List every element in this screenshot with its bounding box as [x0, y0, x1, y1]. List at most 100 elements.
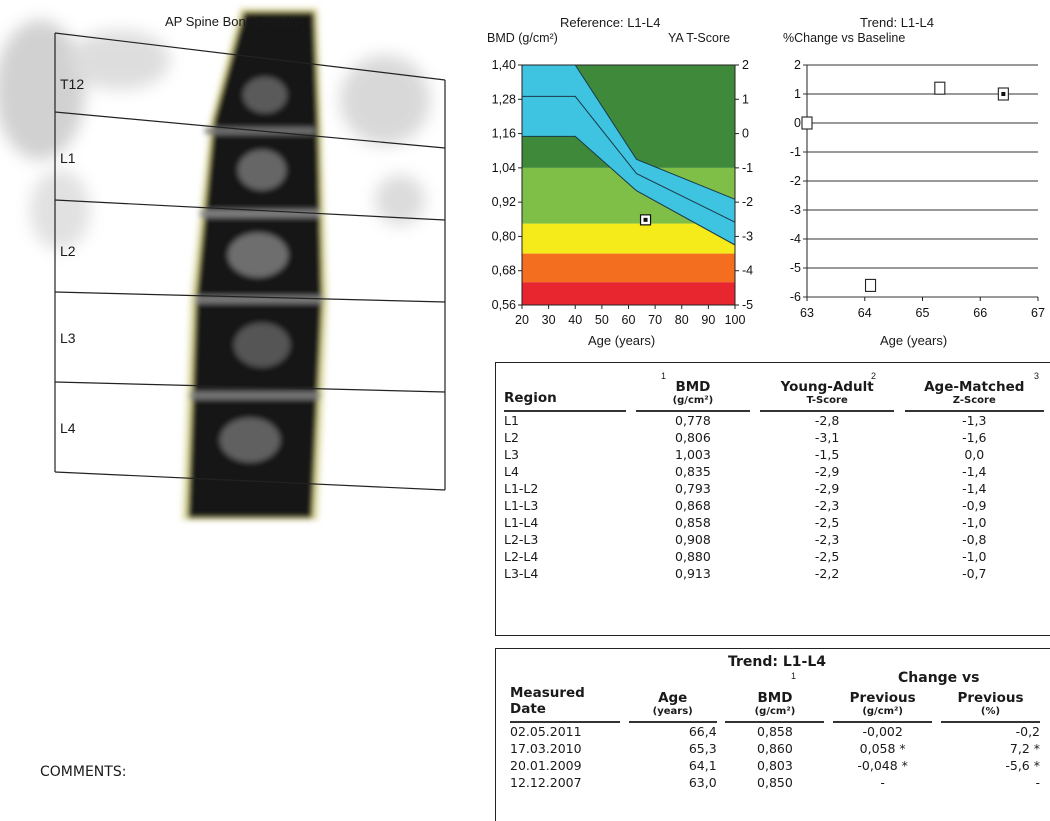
ref-x-tick-label: 100 — [725, 313, 746, 327]
trend-x-tick-label: 65 — [916, 306, 930, 320]
z-score-cell: -1,3 — [962, 413, 987, 428]
trend-y-tick-label: 1 — [794, 87, 801, 101]
ya-footnote-mark: 2 — [871, 371, 877, 381]
bmd-cell: 0,778 — [675, 413, 711, 428]
region-cell: L3-L4 — [504, 566, 539, 581]
results-table-box: 1 2 3 Region BMD (g/cm²) Young-Adult T-S… — [495, 362, 1050, 636]
ref-right-tick-label: -4 — [742, 264, 753, 278]
ref-x-tick-label: 30 — [542, 313, 556, 327]
trend-y-tick-label: -5 — [790, 261, 801, 275]
region-cell: L1-L3 — [504, 498, 539, 513]
trend-x-tick-label: 63 — [800, 306, 814, 320]
change-percent-cell: - — [1035, 775, 1040, 790]
comments-label: COMMENTS: — [40, 764, 127, 780]
change-gcm-cell: 0,058 * — [859, 741, 906, 756]
bmd-cell: 0,868 — [675, 498, 711, 513]
t-score-cell: -2,9 — [814, 481, 840, 496]
ref-left-tick-label: 0,92 — [492, 195, 516, 209]
results-row: L2 0,806 -3,1 -1,6 — [504, 429, 1044, 446]
ref-left-tick-label: 0,80 — [492, 229, 516, 243]
region-cell: L2 — [504, 430, 519, 445]
results-row: L1-L3 0,868 -2,3 -0,9 — [504, 497, 1044, 514]
ref-left-tick-label: 1,16 — [492, 127, 516, 141]
t-score-cell: -2,8 — [814, 413, 840, 428]
ref-right-tick-label: -5 — [742, 298, 753, 312]
bmd-cell: 0,806 — [675, 430, 711, 445]
t-score-cell: -2,5 — [814, 515, 840, 530]
bmd-cell: 1,003 — [675, 447, 711, 462]
zone-red — [522, 282, 735, 305]
change-percent-cell: -0,2 — [1015, 724, 1040, 739]
trend-chart-title: Trend: L1-L4 — [860, 15, 934, 30]
ref-left-tick-label: 0,56 — [492, 298, 516, 312]
scan-title: AP Spine Bone Density — [165, 14, 300, 29]
spine-scan-panel: AP Spine Bone Density T12 L1 L2 L3 L4 — [0, 0, 470, 525]
ref-right-tick-label: 2 — [742, 58, 749, 72]
trend-bmd-cell: 0,850 — [757, 775, 793, 790]
bmd-cell: 0,880 — [675, 549, 711, 564]
vertebra-label-t12: T12 — [60, 76, 85, 92]
ref-left-tick-label: 0,68 — [492, 264, 516, 278]
ref-right-tick-label: -1 — [742, 161, 753, 175]
results-row: L1 0,778 -2,8 -1,3 — [504, 411, 1044, 429]
reference-left-axis-label: BMD (g/cm²) — [487, 31, 558, 45]
t-score-cell: -2,5 — [814, 549, 840, 564]
age-cell: 63,0 — [688, 775, 717, 790]
trend-row: 17.03.2010 65,3 0,860 0,058 * 7,2 * — [510, 740, 1040, 757]
z-score-cell: -1,0 — [962, 549, 987, 564]
reference-mean-line — [522, 95, 736, 223]
ref-x-tick-label: 80 — [675, 313, 689, 327]
vertebra-label-l3: L3 — [60, 330, 76, 346]
reference-chart-title: Reference: L1-L4 — [560, 15, 661, 30]
date-cell: 17.03.2010 — [510, 741, 582, 756]
results-row: L4 0,835 -2,9 -1,4 — [504, 463, 1044, 480]
bmd-cell: 0,835 — [675, 464, 711, 479]
reference-right-axis-label: YA T-Score — [668, 31, 731, 45]
trend-y-tick-label: -1 — [790, 145, 801, 159]
z-score-cell: -1,6 — [962, 430, 987, 445]
reference-lower-line — [522, 135, 736, 246]
trend-point-current-dot — [1001, 92, 1006, 96]
trend-point — [934, 81, 946, 95]
z-score-cell: -1,4 — [962, 481, 987, 496]
age-matched-header: Age-Matched Z-Score — [904, 379, 1044, 412]
ref-x-tick-label: 90 — [701, 313, 715, 327]
z-score-cell: -1,4 — [962, 464, 987, 479]
t-score-cell: -2,9 — [814, 464, 840, 479]
region-cell: L4 — [504, 464, 519, 479]
trend-table: Measured Date Age (years) BMD (g/cm²) Pr… — [510, 685, 1040, 791]
trend-table-title: Trend: L1-L4 — [728, 654, 827, 670]
trend-point — [801, 116, 813, 130]
ref-x-tick-label: 20 — [515, 313, 529, 327]
trend-bmd-cell: 0,860 — [757, 741, 793, 756]
trend-y-tick-label: 2 — [794, 58, 801, 72]
results-row: L3-L4 0,913 -2,2 -0,7 — [504, 565, 1044, 582]
results-row: L3 1,003 -1,5 0,0 — [504, 446, 1044, 463]
ref-x-tick-label: 60 — [622, 313, 636, 327]
results-row: L2-L4 0,880 -2,5 -1,0 — [504, 548, 1044, 565]
trend-row: 20.01.2009 64,1 0,803 -0,048 * -5,6 * — [510, 757, 1040, 774]
bmd-cell: 0,913 — [675, 566, 711, 581]
trend-y-tick-label: -2 — [790, 174, 801, 188]
trend-y-tick-label: 0 — [794, 116, 801, 130]
vertebra-label-l4: L4 — [60, 420, 76, 436]
trend-y-tick-label: -4 — [790, 232, 801, 246]
region-cell: L1-L2 — [504, 481, 539, 496]
age-cell: 66,4 — [688, 724, 717, 739]
results-row: L1-L4 0,858 -2,5 -1,0 — [504, 514, 1044, 531]
reference-chart: 1,40 1,28 1,16 1,04 0,92 0,80 0,68 0,56 2 1 0 -1 -2 -… — [492, 58, 754, 327]
date-cell: 20.01.2009 — [510, 758, 582, 773]
bmd-cell: 0,858 — [675, 515, 711, 530]
ref-right-tick-label: -2 — [742, 195, 753, 209]
trend-chart: 2 1 0 -1 -2 -3 -4 -5 -6 63 64 65 66 67 — [790, 58, 1045, 320]
trend-x-tick-label: 67 — [1031, 306, 1045, 320]
t-score-cell: -2,3 — [814, 498, 840, 513]
trend-header-row: Measured Date Age (years) BMD (g/cm²) Pr… — [510, 685, 1040, 723]
region-cell: L2-L4 — [504, 549, 539, 564]
ref-x-tick-label: 40 — [568, 313, 582, 327]
ref-x-tick-label: 70 — [648, 313, 662, 327]
t-score-cell: -2,2 — [814, 566, 840, 581]
change-percent-cell: -5,6 * — [1005, 758, 1040, 773]
trend-y-tick-label: -6 — [790, 290, 801, 304]
ref-right-tick-label: 0 — [742, 127, 749, 141]
